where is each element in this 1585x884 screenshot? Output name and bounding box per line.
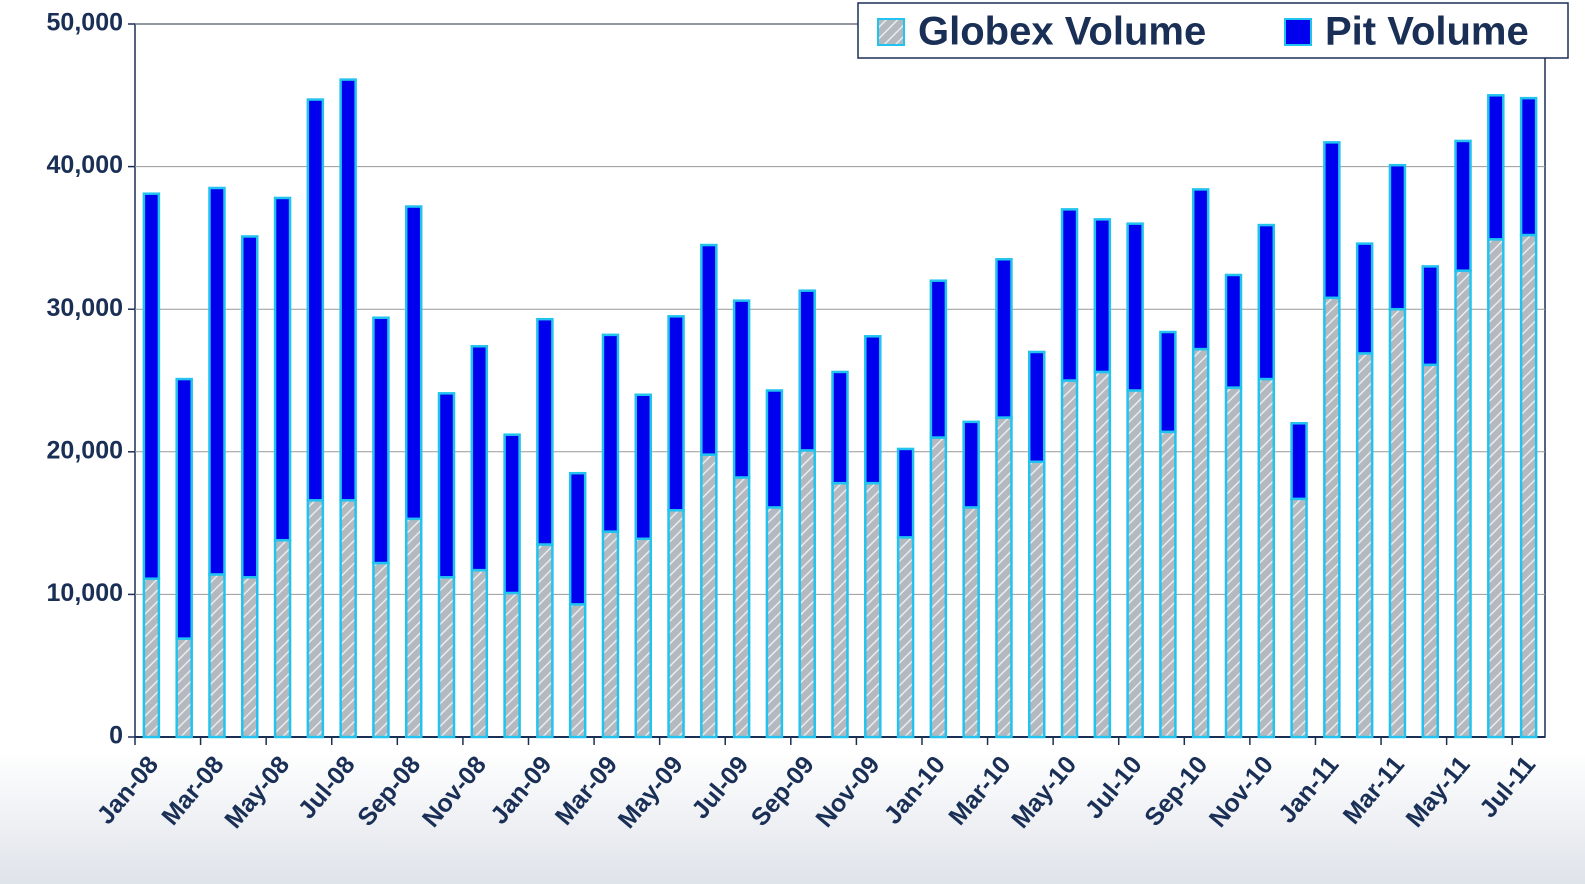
bar-segment bbox=[798, 289, 816, 452]
bar-segment bbox=[1323, 296, 1341, 739]
bar-segment bbox=[1093, 370, 1112, 739]
bar-segment bbox=[601, 530, 620, 739]
bar-segment bbox=[503, 591, 521, 739]
bar-segment bbox=[536, 543, 554, 739]
bar-segment bbox=[142, 577, 161, 739]
y-tick-label: 30,000 bbox=[47, 294, 123, 322]
bar-segment bbox=[1224, 273, 1243, 389]
bar-segment bbox=[667, 509, 685, 739]
bar-segment bbox=[273, 538, 292, 739]
bar-segment bbox=[831, 481, 849, 739]
bar-segment bbox=[339, 499, 357, 739]
bar-segment bbox=[864, 481, 882, 739]
bar-segment bbox=[404, 517, 423, 739]
bar-segment bbox=[175, 377, 193, 640]
bar-segment bbox=[798, 449, 816, 739]
bar-segment bbox=[241, 576, 259, 739]
bar-segment bbox=[1060, 208, 1079, 382]
y-tick-label: 40,000 bbox=[47, 151, 123, 179]
bar-segment bbox=[732, 476, 751, 739]
bar-segment bbox=[634, 537, 653, 739]
y-tick-label: 20,000 bbox=[47, 436, 123, 464]
bar-segment bbox=[1257, 377, 1276, 739]
bar-segment bbox=[896, 536, 915, 739]
legend-box bbox=[857, 2, 1569, 59]
bar-segment bbox=[208, 186, 226, 576]
bar-segment bbox=[1519, 96, 1538, 237]
bar-segment bbox=[372, 561, 390, 739]
bar-segment bbox=[1355, 242, 1374, 355]
bar-segment bbox=[896, 447, 915, 539]
bar-segment bbox=[1224, 386, 1243, 739]
bar-segment bbox=[339, 78, 357, 502]
bar-segment bbox=[503, 433, 521, 595]
bar-segment bbox=[1290, 497, 1308, 739]
bar-segment bbox=[1159, 430, 1177, 739]
bar-segment bbox=[1355, 352, 1374, 739]
y-tick-label: 0 bbox=[109, 722, 123, 750]
bar-segment bbox=[995, 416, 1013, 739]
bar-segment bbox=[306, 499, 325, 739]
bar-segment bbox=[634, 393, 653, 541]
bar-segment bbox=[929, 436, 948, 739]
legend-label: Globex Volume bbox=[918, 10, 1206, 54]
background-band bbox=[0, 750, 1585, 884]
bar-segment bbox=[208, 573, 226, 739]
bar-segment bbox=[437, 576, 456, 739]
bar-segment bbox=[470, 568, 489, 739]
bar-segment bbox=[1454, 269, 1472, 739]
bar-segment bbox=[273, 196, 292, 542]
bar-segment bbox=[1454, 139, 1472, 272]
bar-segment bbox=[700, 243, 718, 456]
bar-segment bbox=[732, 299, 751, 479]
bar-segment bbox=[1290, 422, 1308, 501]
bar-segment bbox=[1421, 265, 1439, 367]
bar-segment bbox=[1323, 141, 1341, 300]
bar-segment bbox=[568, 603, 587, 739]
bar-segment bbox=[1487, 238, 1505, 739]
bar-segment bbox=[929, 279, 948, 439]
bar-segment bbox=[175, 637, 193, 739]
bar-segment bbox=[1126, 389, 1144, 739]
bar-segment bbox=[864, 335, 882, 485]
bar-segment bbox=[404, 205, 423, 521]
bar-segment bbox=[536, 317, 554, 546]
bar-segment bbox=[1093, 218, 1112, 374]
bar-segment bbox=[667, 315, 685, 512]
bar-segment bbox=[1388, 163, 1407, 311]
bar-segment bbox=[1126, 222, 1144, 392]
bar-segment bbox=[1027, 460, 1046, 739]
bar-segment bbox=[765, 506, 784, 739]
bar-segment bbox=[1421, 363, 1439, 739]
bar-segment bbox=[437, 392, 456, 579]
bar-segment bbox=[831, 370, 849, 485]
bar-segment bbox=[962, 420, 980, 509]
y-tick-label: 10,000 bbox=[47, 579, 123, 607]
bar-segment bbox=[1519, 233, 1538, 739]
bar-segment bbox=[995, 258, 1013, 419]
bar-segment bbox=[1159, 330, 1177, 434]
bar-segment bbox=[1191, 347, 1210, 739]
bar-segment bbox=[1060, 379, 1079, 739]
bar-segment bbox=[470, 345, 489, 572]
legend-label: Pit Volume bbox=[1325, 10, 1529, 54]
legend-swatch bbox=[877, 18, 905, 46]
bar-segment bbox=[1487, 94, 1505, 241]
bar-segment bbox=[372, 316, 390, 565]
bar-segment bbox=[1257, 223, 1276, 381]
bar-segment bbox=[601, 333, 620, 533]
bar-segment bbox=[962, 506, 980, 739]
y-tick-label: 50,000 bbox=[47, 9, 123, 37]
bar-segment bbox=[241, 235, 259, 579]
bar-segment bbox=[1027, 350, 1046, 464]
bar-segment bbox=[142, 192, 161, 580]
bar-segment bbox=[765, 389, 784, 509]
bar-segment bbox=[306, 98, 325, 502]
bar-segment bbox=[700, 453, 718, 739]
bar-segment bbox=[568, 471, 587, 606]
legend-swatch bbox=[1284, 18, 1312, 46]
bar-segment bbox=[1191, 188, 1210, 351]
bar-segment bbox=[1388, 307, 1407, 739]
